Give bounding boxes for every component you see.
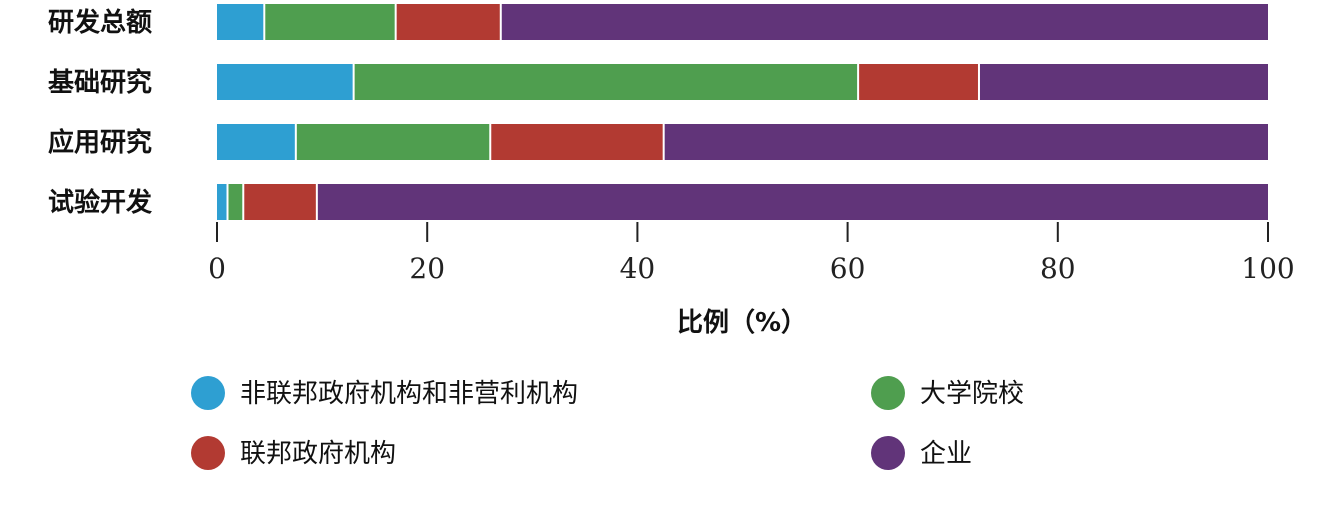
legend-label: 大学院校: [920, 379, 1024, 409]
bar-segment: [501, 4, 1268, 40]
legend-swatch: [871, 436, 905, 470]
x-tick-label: 40: [620, 252, 656, 285]
legend-swatch: [191, 376, 225, 410]
bar-segment: [296, 124, 490, 160]
bar-segment: [979, 64, 1268, 100]
category-label: 应用研究: [48, 127, 152, 158]
legend-swatch: [191, 436, 225, 470]
bar-segment: [217, 184, 227, 220]
legend-label: 非联邦政府机构和非营利机构: [240, 379, 578, 409]
legend-swatch: [871, 376, 905, 410]
bar-segment: [217, 124, 295, 160]
bars-layer: [217, 4, 1269, 220]
legend-label: 联邦政府机构: [240, 439, 396, 469]
bar-segment: [859, 64, 978, 100]
x-axis: 0 20 40 60 80 100: [208, 222, 1295, 285]
x-tick-label: 80: [1040, 252, 1076, 285]
x-axis-title: 比例（%）: [677, 308, 807, 338]
bar-segment: [354, 64, 858, 100]
category-label: 试验开发: [48, 187, 152, 218]
bar-segment: [244, 184, 316, 220]
bar-segment: [265, 4, 395, 40]
bar-segment: [228, 184, 243, 220]
bar-segment: [217, 4, 264, 40]
x-tick-label: 100: [1241, 252, 1294, 285]
x-tick-label: 60: [830, 252, 866, 285]
x-tick-label: 20: [409, 252, 445, 285]
bar-segment: [217, 64, 353, 100]
category-label: 研发总额: [48, 7, 152, 38]
bar-segment: [317, 184, 1269, 220]
bar-segment: [491, 124, 663, 160]
bar-segment: [664, 124, 1268, 160]
legend-label: 企业: [920, 439, 972, 469]
x-tick-label: 0: [208, 252, 226, 285]
bar-segment: [396, 4, 500, 40]
category-label: 基础研究: [48, 67, 152, 98]
